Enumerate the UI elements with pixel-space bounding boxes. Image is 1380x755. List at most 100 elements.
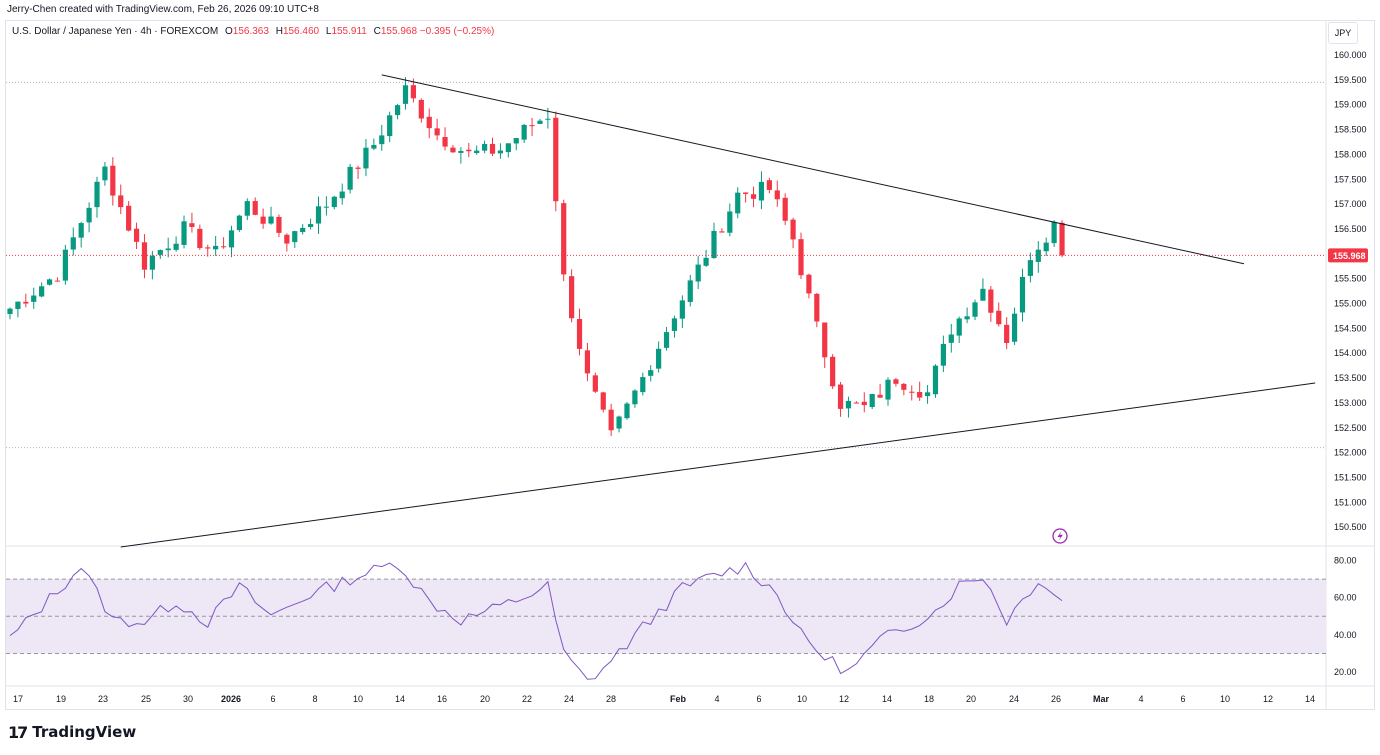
candle <box>505 143 511 158</box>
candle-body <box>774 190 780 200</box>
candle-body <box>387 115 393 137</box>
price-tick-label: 155.500 <box>1334 274 1367 284</box>
last-price-tag <box>1328 248 1368 263</box>
candle-body <box>505 143 511 153</box>
candle <box>782 193 788 225</box>
candle <box>727 203 733 237</box>
rsi-tick-label: 20.00 <box>1334 667 1357 677</box>
candle <box>157 249 163 259</box>
candle-body <box>917 392 923 398</box>
currency-label: JPY <box>1334 28 1352 38</box>
candle <box>402 77 409 110</box>
candle-body <box>1051 221 1057 244</box>
candlestick-series <box>7 77 1065 437</box>
candle <box>766 177 772 194</box>
candle-body <box>189 223 195 227</box>
time-tick-label: 14 <box>1305 694 1315 704</box>
time-tick-label: 19 <box>56 694 66 704</box>
lightning-event-icon[interactable] <box>1052 528 1068 544</box>
candle-body <box>608 409 614 431</box>
time-tick-label: 6 <box>270 694 275 704</box>
currency-button[interactable]: JPY <box>1328 22 1358 44</box>
candle <box>537 118 543 124</box>
candle <box>576 308 583 356</box>
time-tick-label: 17 <box>13 694 23 704</box>
candle <box>149 250 155 280</box>
candle-body <box>806 274 812 294</box>
candle-body <box>830 356 836 387</box>
candle <box>640 372 646 396</box>
candle <box>1051 220 1057 248</box>
tradingview-brand[interactable]: 17 TradingView <box>8 722 136 742</box>
candle <box>118 184 124 215</box>
candle-body <box>798 239 804 276</box>
candle <box>972 299 978 321</box>
candle <box>379 124 385 151</box>
candle-body <box>1004 324 1010 343</box>
candle-body <box>31 295 37 302</box>
time-tick-label: 22 <box>522 694 532 704</box>
candle <box>442 127 448 151</box>
candle-body <box>885 379 891 400</box>
candle-body <box>711 230 717 259</box>
price-tick-label: 151.000 <box>1334 497 1367 507</box>
price-tick-label: 159.000 <box>1334 100 1367 110</box>
lightning-icon-bolt <box>1057 531 1063 541</box>
candle-body <box>972 302 978 317</box>
candle <box>133 222 140 249</box>
candle <box>173 236 179 252</box>
candle <box>23 293 29 308</box>
candle <box>893 378 899 387</box>
candle <box>244 198 250 221</box>
candle <box>497 143 504 159</box>
candle-body <box>584 350 591 374</box>
candle <box>853 401 859 404</box>
candle <box>656 341 662 373</box>
close-value: 155.968 <box>380 26 418 37</box>
candle-body <box>901 383 907 390</box>
price-tick-label: 158.500 <box>1334 125 1367 135</box>
time-tick-label: 2026 <box>221 694 241 704</box>
candle <box>671 315 678 338</box>
candle-body <box>292 231 298 243</box>
candle-body <box>703 257 709 266</box>
time-tick-label: 10 <box>353 694 363 704</box>
candle <box>719 228 725 233</box>
candle-body <box>592 375 598 392</box>
price-tick-label: 151.500 <box>1334 472 1367 482</box>
candle <box>735 187 741 219</box>
price-tick-label: 156.500 <box>1334 224 1367 234</box>
candle-body <box>94 181 100 208</box>
candle-body <box>845 400 852 409</box>
symbol-name[interactable]: U.S. Dollar / Japanese Yen · 4h · FOREXC… <box>12 26 219 37</box>
candle-body <box>766 180 772 190</box>
candle <box>632 389 638 408</box>
candle-body <box>244 201 250 216</box>
candle-body <box>877 394 883 398</box>
candle <box>300 224 306 235</box>
candle-body <box>434 128 440 136</box>
candle-body <box>861 401 867 406</box>
candle-body <box>331 196 337 208</box>
candle-body <box>54 280 61 282</box>
candle-body <box>402 85 409 104</box>
candle <box>569 269 575 323</box>
candle <box>126 200 132 232</box>
candle <box>790 217 796 249</box>
candle <box>521 123 527 143</box>
candle <box>458 147 464 164</box>
candle-body <box>86 207 92 223</box>
open-value: 156.363 <box>232 26 269 37</box>
candle-body <box>7 308 13 314</box>
price-tick-label: 152.000 <box>1334 448 1367 458</box>
candle <box>529 117 535 136</box>
candle <box>371 138 377 151</box>
last-price-tag-label: 155.968 <box>1333 251 1366 261</box>
price-tick-label: 158.000 <box>1334 149 1367 159</box>
candle <box>616 415 622 433</box>
candle-body <box>869 393 875 408</box>
candle <box>988 286 994 322</box>
candle-body <box>181 221 187 245</box>
candle <box>774 180 780 207</box>
